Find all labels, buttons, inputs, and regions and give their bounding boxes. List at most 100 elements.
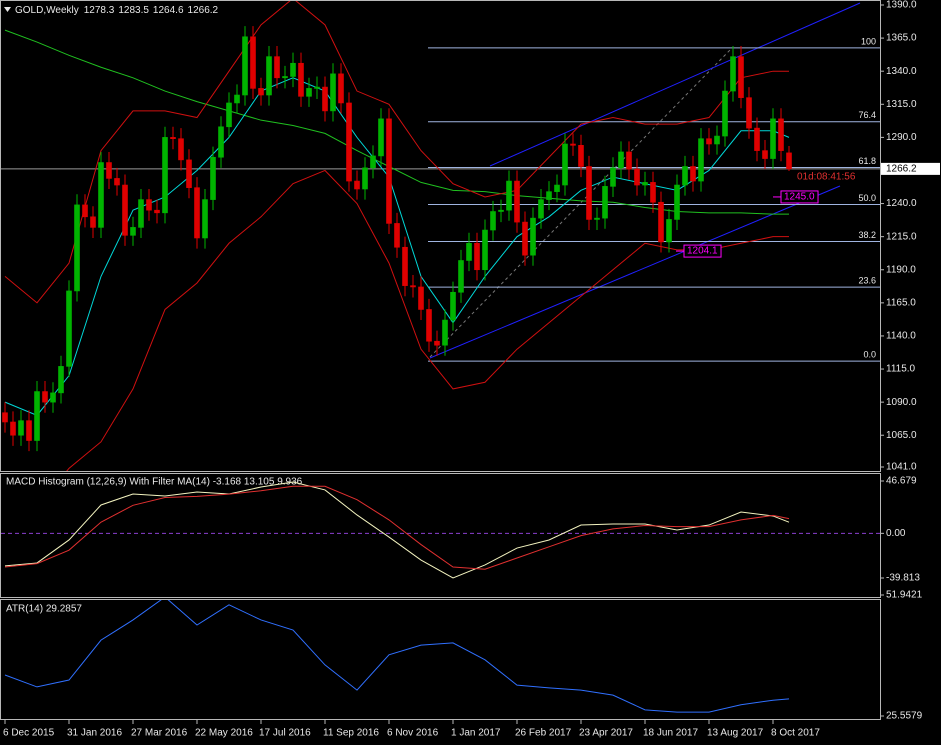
candle-body bbox=[2, 412, 8, 423]
candle-body bbox=[698, 138, 704, 182]
x-tick-label: 26 Feb 2017 bbox=[515, 728, 572, 739]
y-tick-label: 51.9421 bbox=[886, 590, 923, 601]
candle-body bbox=[658, 201, 664, 243]
high-readout: 1283.5 bbox=[118, 5, 149, 16]
candle-body bbox=[642, 182, 648, 186]
candle-body bbox=[770, 118, 776, 159]
candle-body bbox=[714, 135, 720, 145]
close-readout: 1266.2 bbox=[188, 5, 219, 16]
y-tick-label: 1215.0 bbox=[886, 231, 917, 242]
low-readout: 1264.6 bbox=[153, 5, 184, 16]
fib-label: 0.0 bbox=[863, 349, 876, 359]
y-tick-label: 1065.0 bbox=[886, 430, 917, 441]
x-tick-label: 22 May 2016 bbox=[195, 728, 253, 739]
y-tick-label: 1115.0 bbox=[886, 364, 916, 375]
candle-body bbox=[402, 246, 408, 286]
y-tick-label: 1315.0 bbox=[886, 99, 917, 110]
candle-body bbox=[42, 391, 48, 403]
candle-body bbox=[330, 73, 336, 112]
candle-body bbox=[450, 291, 456, 321]
price-label: 1204.1 bbox=[687, 246, 718, 257]
candle-body bbox=[498, 209, 504, 212]
candle-body bbox=[490, 211, 496, 231]
y-tick-label: 1090.0 bbox=[886, 397, 917, 408]
macd-panel-frame bbox=[0, 473, 881, 598]
candle-body bbox=[410, 285, 416, 288]
open-readout: 1278.3 bbox=[84, 5, 115, 16]
current-price-box bbox=[881, 162, 940, 175]
x-tick-label: 1 Jan 2017 bbox=[451, 728, 501, 739]
plot-area: 100 76.4 61.8 50.0 38.2 23.6 0.0 bbox=[1, 1, 880, 471]
main-panel-frame bbox=[0, 0, 881, 472]
y-tick-label: 1041.0 bbox=[886, 462, 917, 473]
candle-body bbox=[506, 180, 512, 211]
candle-body bbox=[426, 309, 432, 342]
candle-body bbox=[34, 391, 40, 441]
candle-body bbox=[290, 62, 296, 77]
fib-label: 50.0 bbox=[858, 193, 876, 203]
candle-body bbox=[250, 36, 256, 89]
candle-body bbox=[114, 178, 120, 186]
indicator-line bbox=[4, 1, 789, 304]
candle-body bbox=[690, 166, 696, 182]
y-tick-label: 0.00 bbox=[886, 528, 906, 539]
price-label: 1245.0 bbox=[784, 192, 815, 203]
candle-body bbox=[578, 145, 584, 167]
candle-body bbox=[186, 159, 192, 188]
x-tick-label: 17 Jul 2016 bbox=[259, 728, 311, 739]
candle-body bbox=[442, 319, 448, 346]
candle-body bbox=[138, 199, 144, 228]
candle-body bbox=[154, 209, 160, 214]
drawings bbox=[429, 2, 861, 359]
candle-body bbox=[18, 420, 24, 436]
candle-body bbox=[746, 97, 752, 129]
indicator-line bbox=[4, 29, 789, 215]
candle-body bbox=[274, 56, 280, 79]
candle-body bbox=[602, 186, 608, 219]
symbol: GOLD,Weekly bbox=[15, 5, 79, 16]
atr-title: ATR(14) 29.2857 bbox=[6, 604, 82, 615]
candle-body bbox=[674, 184, 680, 220]
x-tick-label: 8 Oct 2017 bbox=[771, 728, 820, 739]
fib-label: 61.8 bbox=[858, 156, 876, 166]
candle-body bbox=[762, 150, 768, 159]
candle-body bbox=[418, 286, 424, 310]
x-tick-label: 18 Jun 2017 bbox=[643, 728, 698, 739]
atr-panel-frame bbox=[0, 599, 881, 720]
y-tick-label: 1290.0 bbox=[886, 132, 917, 143]
candle-body bbox=[50, 392, 56, 403]
candle-body bbox=[202, 199, 208, 239]
candle-body bbox=[738, 56, 744, 98]
candle-body bbox=[10, 421, 16, 436]
candle-body bbox=[306, 88, 312, 97]
price-label-box bbox=[780, 190, 819, 204]
bar-countdown: 01d:08:41:56 bbox=[797, 172, 856, 183]
price-label-box bbox=[683, 244, 722, 258]
menu-icon[interactable] bbox=[4, 7, 11, 12]
candle-body bbox=[482, 229, 488, 271]
x-tick-label: 31 Jan 2016 bbox=[67, 728, 122, 739]
y-tick-label: 1390.0 bbox=[886, 0, 917, 11]
y-tick-label: 1340.0 bbox=[886, 66, 917, 77]
macd-title: MACD Histogram (12,26,9) With Filter MA(… bbox=[6, 477, 303, 488]
candle-body bbox=[786, 152, 792, 170]
candle-body bbox=[346, 102, 352, 182]
candle-body bbox=[322, 86, 328, 112]
indicator-line bbox=[4, 485, 790, 570]
candle-body bbox=[594, 217, 600, 220]
candle-body bbox=[194, 187, 200, 239]
current-price-label: 1266.2 bbox=[886, 164, 917, 175]
candle-body bbox=[538, 199, 544, 219]
x-tick-label: 11 Sep 2016 bbox=[323, 728, 379, 739]
candle-body bbox=[586, 166, 592, 220]
candle-body bbox=[458, 260, 464, 293]
candle-body bbox=[730, 56, 736, 92]
candle-body bbox=[618, 151, 624, 169]
candle-body bbox=[314, 86, 320, 89]
candle-body bbox=[562, 143, 568, 186]
x-tick-label: 6 Dec 2015 bbox=[3, 728, 55, 739]
y-tick-label: 1365.0 bbox=[886, 33, 917, 44]
candle-body bbox=[146, 199, 152, 211]
candle-body bbox=[66, 290, 72, 367]
